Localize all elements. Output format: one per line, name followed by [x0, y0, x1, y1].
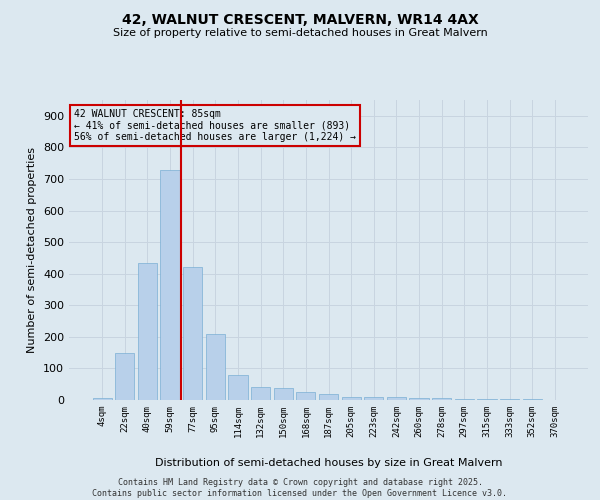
Text: 42 WALNUT CRESCENT: 85sqm
← 41% of semi-detached houses are smaller (893)
56% of: 42 WALNUT CRESCENT: 85sqm ← 41% of semi-… [74, 109, 356, 142]
Text: Contains HM Land Registry data © Crown copyright and database right 2025.
Contai: Contains HM Land Registry data © Crown c… [92, 478, 508, 498]
Bar [160, 170, 180, 400]
Bar [251, 386, 270, 400]
Bar [409, 398, 428, 400]
Y-axis label: Number of semi-detached properties: Number of semi-detached properties [28, 147, 37, 353]
Bar [319, 394, 338, 400]
Text: 42, WALNUT CRESCENT, MALVERN, WR14 4AX: 42, WALNUT CRESCENT, MALVERN, WR14 4AX [122, 12, 478, 26]
Bar [274, 388, 293, 400]
Bar [183, 268, 202, 400]
Bar [229, 376, 248, 400]
Bar [296, 392, 316, 400]
Bar [477, 399, 497, 400]
Bar [138, 262, 157, 400]
Bar [92, 398, 112, 400]
Bar [364, 397, 383, 400]
Bar [341, 397, 361, 400]
Bar [387, 398, 406, 400]
Text: Size of property relative to semi-detached houses in Great Malvern: Size of property relative to semi-detach… [113, 28, 487, 38]
Bar [432, 398, 451, 400]
Bar [455, 398, 474, 400]
Text: Distribution of semi-detached houses by size in Great Malvern: Distribution of semi-detached houses by … [155, 458, 503, 468]
Bar [115, 354, 134, 400]
Bar [206, 334, 225, 400]
